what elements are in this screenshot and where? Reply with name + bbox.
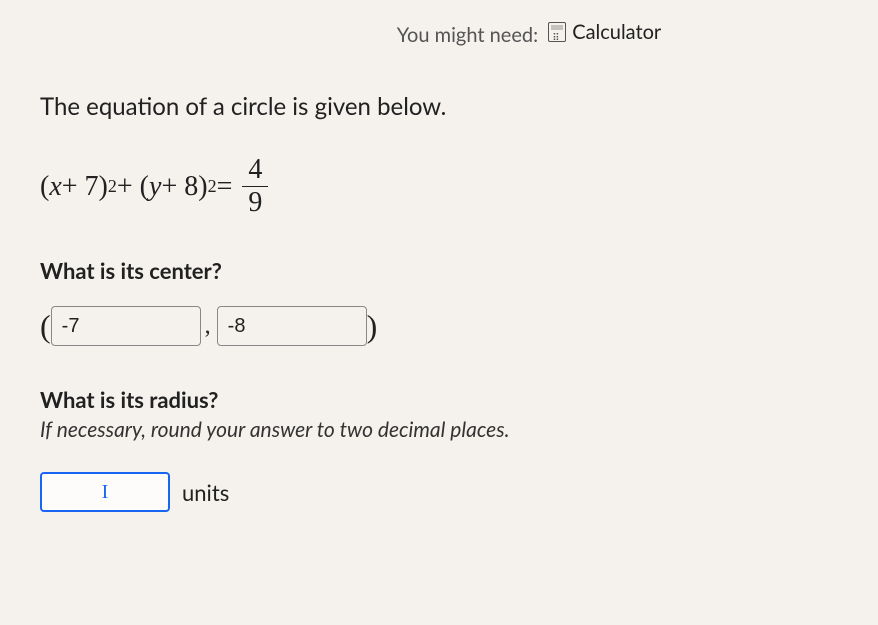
center-input-row: ( , ) xyxy=(40,306,838,346)
calculator-icon xyxy=(548,22,566,42)
hint-prefix: You might need: xyxy=(397,23,538,47)
radius-hint: If necessary, round your answer to two d… xyxy=(40,417,838,442)
units-label: units xyxy=(182,479,229,506)
hint-row: You might need: Calculator xyxy=(220,20,838,47)
radius-input-row: I units xyxy=(40,472,838,512)
calculator-link[interactable]: Calculator xyxy=(548,20,661,44)
calculator-label: Calculator xyxy=(572,20,661,44)
eq-equals: = xyxy=(217,171,233,203)
equation: (x + 7)2 + (y + 8)2 = 4 9 xyxy=(40,156,838,217)
question-radius: What is its radius? xyxy=(40,386,838,413)
text-cursor: I xyxy=(102,481,109,504)
eq-op1: + 7) xyxy=(62,171,108,203)
eq-numerator: 4 xyxy=(242,156,268,187)
problem-intro: The equation of a circle is given below. xyxy=(40,92,838,121)
question-center: What is its center? xyxy=(40,257,838,284)
eq-exp1: 2 xyxy=(108,176,117,197)
eq-op2: + 8) xyxy=(161,171,207,203)
eq-var-x: x xyxy=(49,171,61,203)
eq-plus: + ( xyxy=(117,171,149,203)
eq-var-y: y xyxy=(149,171,161,203)
close-paren: ) xyxy=(367,308,378,345)
open-paren: ( xyxy=(40,308,51,345)
eq-open1: ( xyxy=(40,171,49,203)
center-x-input[interactable] xyxy=(51,306,201,346)
eq-fraction: 4 9 xyxy=(242,156,268,217)
center-y-input[interactable] xyxy=(217,306,367,346)
coord-comma: , xyxy=(205,313,211,340)
radius-input[interactable]: I xyxy=(40,472,170,512)
eq-denominator: 9 xyxy=(242,187,268,217)
eq-exp2: 2 xyxy=(208,176,217,197)
